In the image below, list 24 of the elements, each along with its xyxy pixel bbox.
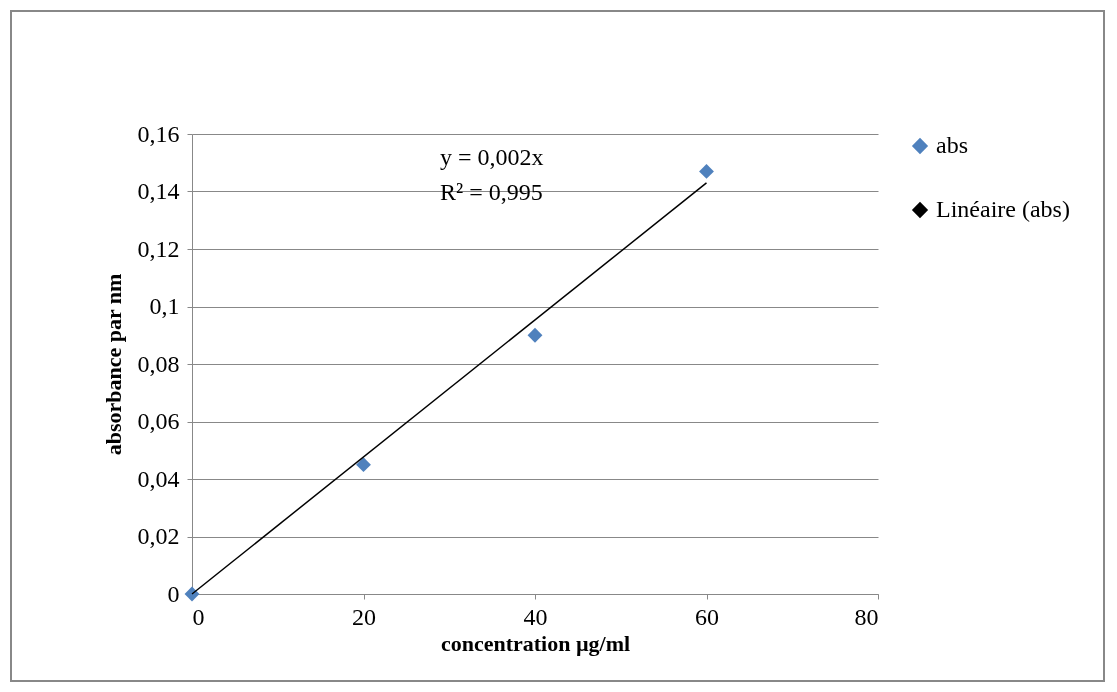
y-tick-label: 0 <box>167 580 180 607</box>
x-tick-label: 0 <box>192 603 205 630</box>
y-tick-label: 0,12 <box>137 235 180 262</box>
y-tick-label: 0,16 <box>137 120 180 147</box>
y-tick-label: 0,1 <box>149 293 180 319</box>
point <box>184 586 200 602</box>
point <box>356 457 371 473</box>
y-axis-title: absorbance par nm <box>100 273 126 456</box>
legend-label: Linéaire (abs) <box>936 196 1070 222</box>
x-tick-label: 20 <box>352 603 376 630</box>
y-tick-label: 0,04 <box>137 465 180 492</box>
x-tick-label: 40 <box>523 603 548 630</box>
point <box>527 327 543 343</box>
y-tick-label: 0,14 <box>137 178 180 204</box>
annotation: y = 0,002x <box>440 144 544 170</box>
point <box>699 163 714 179</box>
x-tick-label: 80 <box>854 603 879 630</box>
x-tick-label: 60 <box>695 603 719 630</box>
legend-label: abs <box>936 132 968 158</box>
y-tick-label: 0,06 <box>137 408 180 434</box>
x-axis-title: concentration µg/ml <box>440 630 631 656</box>
annotation: R² = 0,995 <box>440 179 543 205</box>
y-tick-label: 0,08 <box>137 350 180 377</box>
y-tick-label: 0,02 <box>137 523 180 549</box>
